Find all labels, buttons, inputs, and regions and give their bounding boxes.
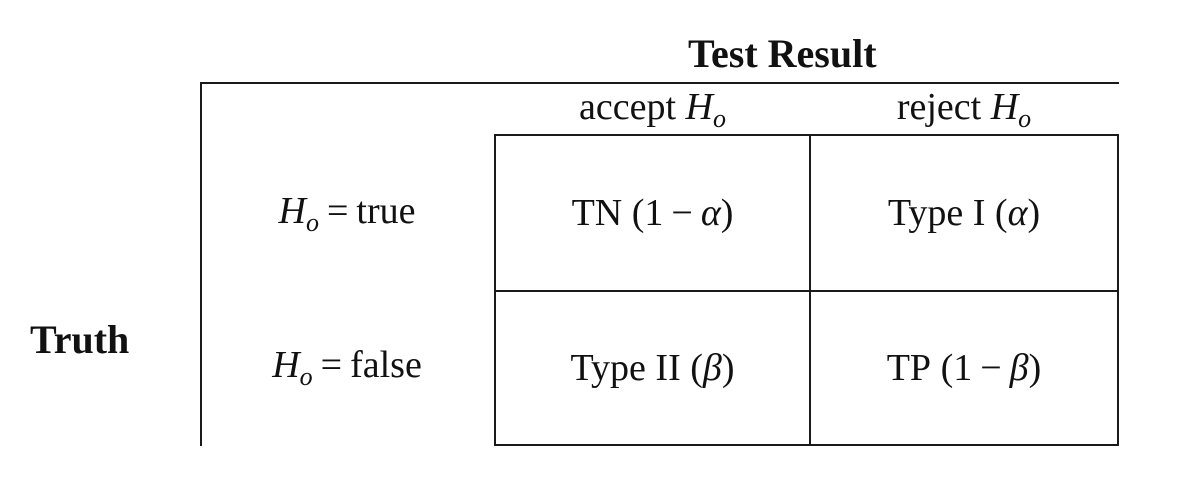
test-result-title: Test Result <box>688 31 877 76</box>
row-header-false: Ho = false <box>272 344 422 391</box>
grid-right <box>1117 134 1119 446</box>
grid-top <box>494 134 1119 136</box>
grid-middle <box>494 290 1119 292</box>
cell-true-negative: TN (1− α) <box>571 192 734 234</box>
grid-left <box>494 134 496 446</box>
grid-center <box>809 134 811 446</box>
grid-bottom <box>494 444 1119 446</box>
column-header-reject: reject Ho <box>896 86 1032 133</box>
row-header-true: Ho = true <box>278 190 416 237</box>
cell-type-two-error: Type II (β) <box>570 347 735 389</box>
cell-type-one-error: Type I (α) <box>887 192 1041 234</box>
left-rule <box>200 82 202 446</box>
truth-title: Truth <box>30 317 130 362</box>
top-rule <box>200 82 1119 84</box>
column-header-accept: accept Ho <box>579 86 726 133</box>
cell-true-positive: TP (1− β) <box>886 347 1042 389</box>
